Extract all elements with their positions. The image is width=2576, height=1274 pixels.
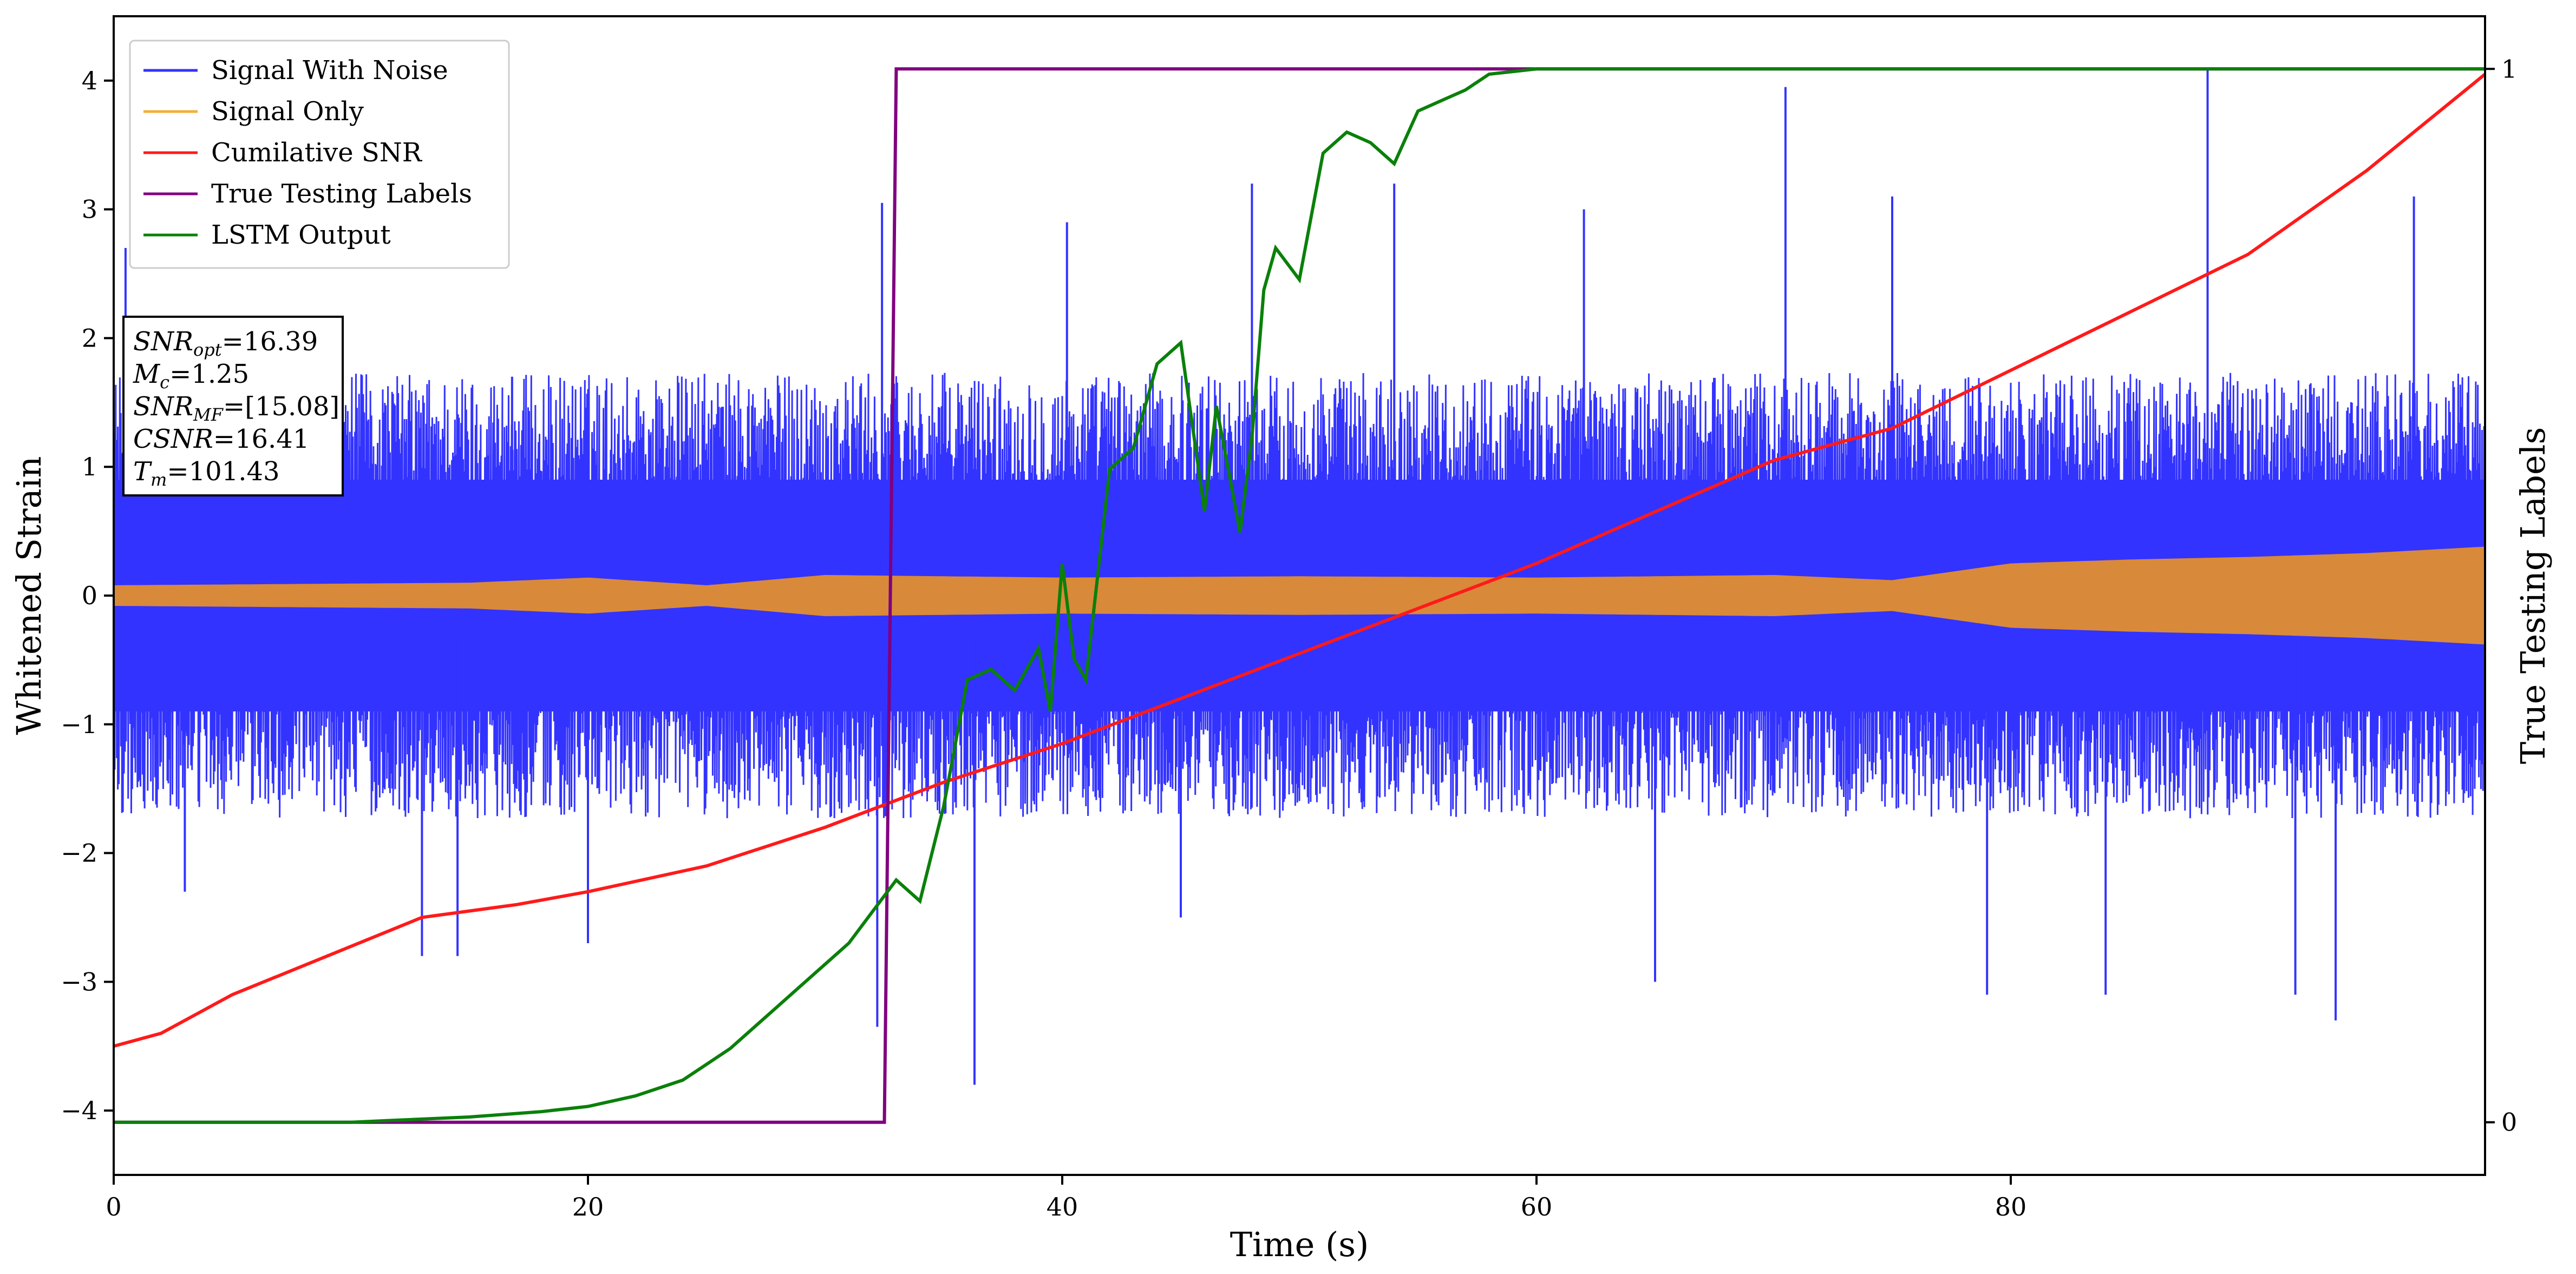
right-y-tick-label-1: 1 bbox=[2501, 54, 2517, 83]
y-tick-label-7: 3 bbox=[82, 195, 97, 224]
legend-entry-signal-only: Signal Only bbox=[211, 96, 364, 127]
x-tick-label-0: 0 bbox=[106, 1192, 121, 1221]
x-tick-label-4: 80 bbox=[1995, 1192, 2027, 1221]
legend-entry-cumilative-snr: Cumilative SNR bbox=[211, 138, 423, 168]
x-tick-label-2: 40 bbox=[1047, 1192, 1078, 1221]
right-y-tick-label-0: 0 bbox=[2501, 1108, 2517, 1137]
noise-spikes bbox=[124, 68, 2415, 1085]
annotation-csnr: CSNR=16.41 bbox=[133, 424, 309, 454]
x-tick-label-1: 20 bbox=[572, 1192, 604, 1221]
x-axis-title: Time (s) bbox=[1230, 1225, 1369, 1264]
annotation-snr-opt: SNRopt=16.39 bbox=[133, 326, 318, 360]
y-tick-label-3: −1 bbox=[61, 710, 97, 739]
parameter-annotation-box: SNRopt=16.39 Mc=1.25 SNRMF=[15.08] CSNR=… bbox=[122, 316, 344, 496]
plot-area bbox=[114, 67, 2485, 1124]
y-tick-label-6: 2 bbox=[82, 323, 97, 352]
legend: Signal With Noise Signal Only Cumilative… bbox=[129, 40, 510, 269]
y-tick-label-5: 1 bbox=[82, 452, 97, 481]
series-lstm-output bbox=[114, 67, 2485, 1124]
right-y-axis-title: True Testing Labels bbox=[2513, 427, 2553, 765]
series-cumilative-snr bbox=[114, 73, 2485, 1048]
y-tick-label-1: −3 bbox=[61, 967, 97, 996]
annotation-merger-time: Tm=101.43 bbox=[133, 456, 280, 490]
x-tick-label-3: 60 bbox=[1521, 1192, 1553, 1221]
legend-entry-lstm-output: LSTM Output bbox=[211, 220, 391, 250]
y-tick-label-2: −2 bbox=[61, 839, 97, 868]
y-tick-label-8: 4 bbox=[82, 66, 97, 95]
legend-box bbox=[129, 40, 510, 269]
legend-entry-true-testing-labels: True Testing Labels bbox=[211, 179, 472, 209]
legend-entry-signal-with-noise: Signal With Noise bbox=[211, 55, 448, 86]
annotation-frame bbox=[122, 316, 344, 496]
annotation-chirp-mass: Mc=1.25 bbox=[133, 359, 249, 393]
series-signal-only bbox=[114, 546, 2485, 645]
y-tick-label-0: −4 bbox=[61, 1096, 97, 1125]
series-layer bbox=[114, 67, 2485, 1124]
y-axis-title: Whitened Strain bbox=[9, 456, 49, 735]
annotation-snr-mf: SNRMF=[15.08] bbox=[133, 391, 339, 425]
y-tick-label-4: 0 bbox=[82, 581, 97, 610]
